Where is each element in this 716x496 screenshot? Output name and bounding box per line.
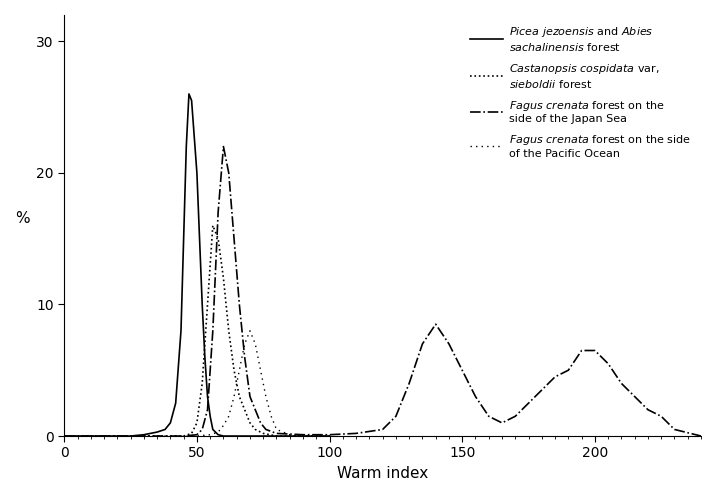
Y-axis label: %: %: [15, 210, 29, 226]
Legend: $\it{Picea\ jezoensis}$ and $\it{Abies}$
$\it{sachalinensis}$ forest, $\it{Casta: $\it{Picea\ jezoensis}$ and $\it{Abies}$…: [465, 20, 695, 163]
X-axis label: Warm index: Warm index: [337, 466, 428, 481]
